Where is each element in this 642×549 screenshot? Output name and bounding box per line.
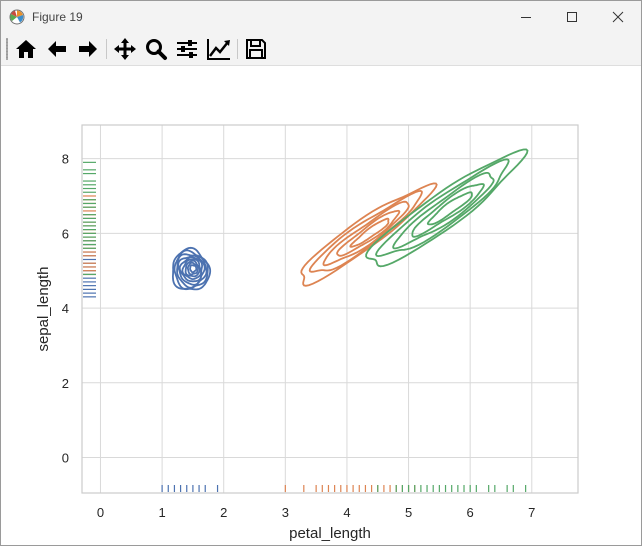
arrow-left-icon xyxy=(48,41,66,57)
tick-labels: 0 1 2 3 4 5 6 7 0 2 4 6 8 xyxy=(62,152,536,520)
kde-contour-level xyxy=(322,200,410,267)
x-tick-label: 6 xyxy=(467,505,474,520)
window-controls xyxy=(503,1,641,32)
back-button[interactable] xyxy=(45,37,69,61)
toolbar-separator xyxy=(106,39,107,59)
toolbar-separator xyxy=(237,39,238,59)
y-tick-label: 4 xyxy=(62,301,69,316)
x-tick-label: 0 xyxy=(97,505,104,520)
rug-marks xyxy=(83,161,527,492)
move-icon xyxy=(114,38,136,60)
kde-contour-level xyxy=(189,264,198,274)
kde-contour-level xyxy=(411,183,485,238)
kde-contour-level xyxy=(184,259,201,278)
x-tick-label: 3 xyxy=(282,505,289,520)
maximize-button[interactable] xyxy=(549,1,595,32)
y-axis-label: sepal_length xyxy=(35,266,52,351)
axes-frame xyxy=(81,124,579,494)
save-button[interactable] xyxy=(244,37,268,61)
kde-contour-level xyxy=(171,246,212,291)
x-tick-label: 2 xyxy=(220,505,227,520)
kde-contour-level xyxy=(178,256,204,283)
minimize-icon xyxy=(521,16,531,18)
pan-button[interactable] xyxy=(113,37,137,61)
kde-contour-level xyxy=(392,172,495,250)
window-title: Figure 19 xyxy=(32,9,83,24)
kde-contour-level xyxy=(365,148,529,268)
x-tick-label: 1 xyxy=(158,505,165,520)
toolbar-grip[interactable] xyxy=(6,38,8,60)
y-tick-label: 8 xyxy=(62,152,69,167)
title-bar[interactable]: Figure 19 xyxy=(1,1,641,32)
sliders-icon xyxy=(177,40,197,58)
x-tick-label: 5 xyxy=(405,505,412,520)
x-tick-label: 7 xyxy=(528,505,535,520)
x-axis-label: petal_length xyxy=(289,525,371,542)
kde-contour-level xyxy=(336,209,401,257)
subplots-button[interactable] xyxy=(175,37,199,61)
y-tick-label: 0 xyxy=(62,451,69,466)
arrow-right-icon xyxy=(79,41,97,57)
y-tick-label: 2 xyxy=(62,376,69,391)
minimize-button[interactable] xyxy=(503,1,549,32)
kde-contour-level xyxy=(375,158,510,258)
kde-contours xyxy=(171,148,529,291)
zoom-button[interactable] xyxy=(144,37,168,61)
close-icon xyxy=(612,11,624,22)
maximize-icon xyxy=(567,11,577,22)
kde-contour-level xyxy=(300,182,438,287)
customize-button[interactable] xyxy=(206,37,230,61)
kde-contour-level xyxy=(349,217,390,248)
home-button[interactable] xyxy=(14,37,38,61)
y-tick-label: 6 xyxy=(62,226,69,241)
x-tick-label: 4 xyxy=(343,505,350,520)
forward-button[interactable] xyxy=(76,37,100,61)
kde-contour-level xyxy=(187,261,199,276)
kde-plot: 0 1 2 3 4 5 6 7 0 2 4 6 8 petal_length sepal_length xyxy=(35,124,579,542)
magnifier-icon xyxy=(146,39,167,60)
kde-contour-level xyxy=(181,258,203,281)
figure-canvas[interactable]: 0 1 2 3 4 5 6 7 0 2 4 6 8 petal_length sepal_length xyxy=(1,66,641,545)
floppy-disk-icon xyxy=(246,39,266,59)
matplotlib-logo-icon xyxy=(9,9,25,24)
kde-contour-level xyxy=(177,254,206,286)
close-button[interactable] xyxy=(595,1,641,32)
navigation-toolbar xyxy=(1,32,641,66)
home-icon xyxy=(16,40,36,58)
kde-contour-level xyxy=(426,191,473,226)
line-chart-icon xyxy=(207,39,230,60)
